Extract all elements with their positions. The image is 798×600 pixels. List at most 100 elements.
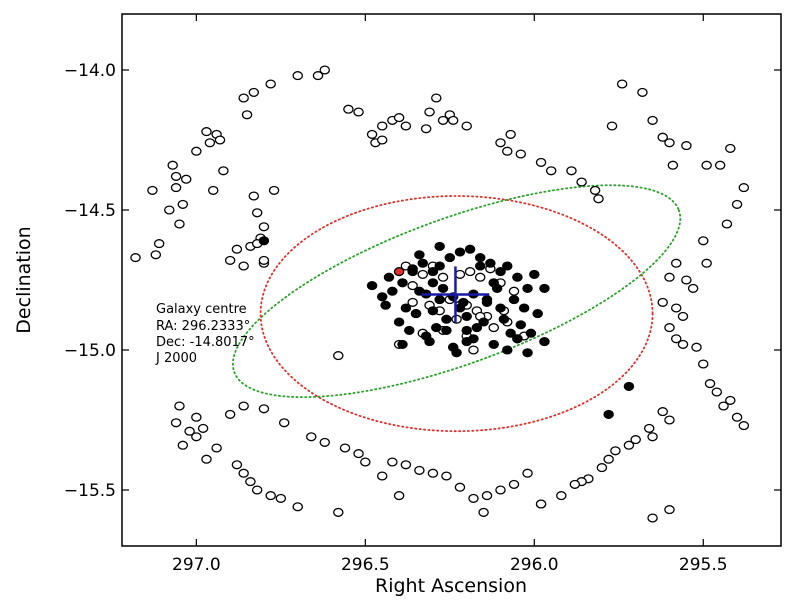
filled-members-point — [414, 250, 425, 260]
open-members-point — [704, 379, 716, 389]
open-members-point — [407, 281, 418, 291]
filled-members-point — [410, 309, 422, 319]
open-members-point — [238, 93, 249, 103]
filled-members-point — [539, 283, 550, 293]
open-members-point — [180, 174, 192, 184]
filled-members-point — [471, 323, 483, 333]
open-members-point — [353, 449, 364, 459]
open-members-point — [657, 407, 668, 417]
filled-members-point — [498, 314, 510, 324]
filled-members-point — [393, 317, 405, 327]
open-members-point — [687, 283, 699, 293]
x-tick-label: 297.0 — [172, 555, 221, 575]
open-members-point — [647, 432, 658, 442]
open-members-point — [681, 141, 692, 151]
filled-members-point — [461, 311, 472, 321]
filled-members-point — [485, 258, 496, 268]
open-members-point — [366, 129, 378, 139]
filled-members-point — [444, 253, 456, 263]
open-members-point — [319, 437, 331, 447]
filled-members-point — [404, 325, 415, 335]
open-members-point — [174, 401, 185, 411]
open-members-point — [238, 468, 249, 478]
open-members-point — [248, 87, 260, 97]
open-members-point — [339, 443, 351, 453]
y-tick-label: −14.0 — [64, 61, 116, 81]
open-members-point — [468, 345, 479, 355]
filled-members-point — [515, 320, 527, 330]
open-members-point — [701, 160, 712, 170]
open-members-point — [461, 121, 472, 131]
filled-members-point — [441, 325, 452, 335]
open-members-point — [664, 415, 675, 425]
open-members-point — [721, 219, 733, 229]
open-members-point — [437, 272, 449, 282]
open-members-point — [191, 412, 202, 422]
filled-members-point — [508, 295, 520, 305]
open-members-point — [478, 507, 489, 517]
annotation-line-1: Galaxy centre — [156, 302, 247, 317]
open-members-point — [569, 479, 581, 489]
open-members-point — [153, 239, 165, 249]
filled-members-point — [434, 241, 445, 251]
filled-members-point — [623, 381, 635, 391]
filled-members-point — [481, 297, 493, 307]
filled-members-point — [522, 348, 533, 358]
open-members-point — [677, 339, 689, 349]
open-members-point — [664, 138, 675, 148]
open-members-point — [681, 275, 692, 285]
open-members-point — [647, 513, 658, 523]
open-members-point — [437, 115, 449, 125]
open-members-point — [400, 460, 412, 470]
open-members-point — [376, 471, 388, 481]
open-members-point — [427, 468, 439, 478]
filled-members-point — [502, 261, 513, 271]
open-members-point — [211, 443, 222, 453]
open-members-point — [167, 160, 178, 170]
y-tick-label: −15.0 — [64, 341, 116, 361]
open-members-point — [576, 177, 587, 187]
open-members-point — [657, 132, 668, 142]
open-members-point — [191, 146, 202, 156]
open-members-point — [400, 121, 412, 131]
y-tick-label: −14.5 — [64, 201, 116, 221]
x-tick-label: 296.0 — [510, 555, 559, 575]
open-members-point — [606, 121, 618, 131]
open-members-point — [718, 401, 729, 411]
open-members-point — [424, 107, 435, 117]
open-members-point — [701, 258, 712, 268]
filled-members-point — [474, 261, 486, 271]
centre-cross — [421, 266, 490, 323]
open-members-point — [201, 127, 212, 137]
open-members-point — [610, 446, 621, 456]
open-members-point — [677, 311, 689, 321]
open-members-point — [387, 457, 398, 467]
open-members-point — [251, 208, 263, 218]
filled-members-point — [451, 348, 462, 358]
filled-members-point — [434, 261, 445, 271]
open-members-point — [177, 199, 189, 209]
open-members-point — [231, 244, 243, 254]
filled-members-point — [512, 272, 523, 282]
annotation-line-3: Dec: -14.8017° — [156, 335, 255, 350]
open-members-point — [508, 286, 520, 296]
open-members-point — [333, 507, 344, 517]
red-member-point — [393, 267, 405, 277]
open-members-point — [376, 135, 388, 145]
filled-members-point — [397, 339, 408, 349]
open-members-point — [522, 468, 533, 478]
open-members-point — [164, 205, 175, 215]
open-members-point — [464, 267, 476, 277]
plot-frame — [121, 13, 782, 547]
open-members-point — [657, 297, 668, 307]
open-members-point — [150, 250, 162, 260]
filled-members-point — [397, 278, 408, 288]
open-members-point — [265, 491, 276, 501]
filled-members-point — [518, 303, 530, 313]
open-members-point — [224, 409, 236, 419]
open-members-point — [495, 138, 506, 148]
annotation-line-2: RA: 296.2333° — [156, 319, 250, 334]
y-axis-label: Declination — [13, 226, 35, 333]
filled-members-point — [258, 236, 270, 246]
